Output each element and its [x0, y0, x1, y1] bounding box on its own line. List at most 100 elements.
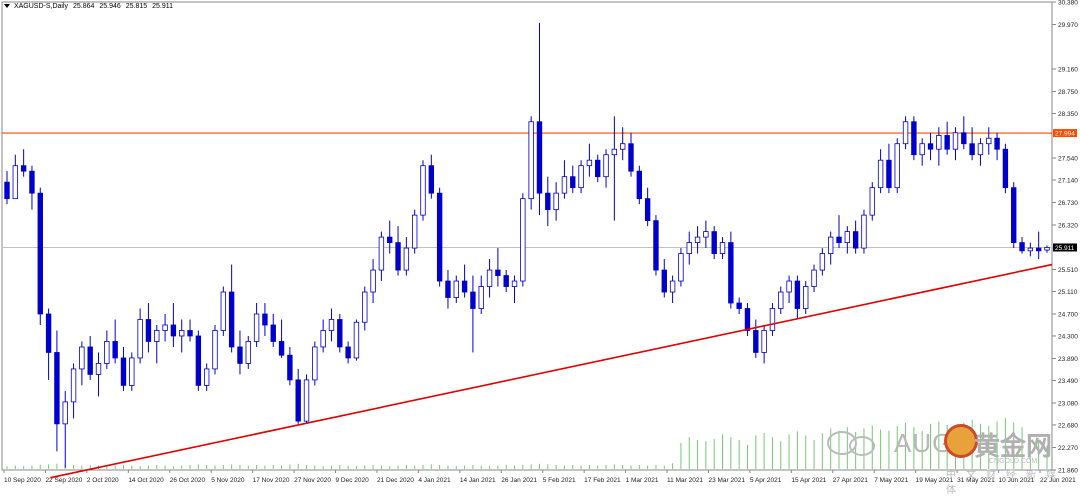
watermark-subtitle: 中文财经新媒体 — [946, 470, 1066, 496]
candle-body — [370, 269, 376, 293]
x-tick-label: 10 Sep 2020 — [4, 477, 41, 484]
candle-body — [803, 286, 809, 309]
candle-body — [678, 253, 684, 282]
candle-body — [794, 280, 801, 309]
y-tick-label: 23.490 — [1058, 378, 1078, 385]
x-tick-label: 17 Nov 2020 — [253, 477, 290, 484]
candle-body — [886, 159, 892, 189]
x-tick-label: 1 Mar 2021 — [626, 477, 659, 484]
candle-body — [1002, 148, 1009, 189]
candle-body — [378, 236, 385, 271]
candle-body — [503, 275, 509, 287]
candle-body — [511, 280, 518, 287]
candle-body — [586, 159, 593, 167]
candle-body — [719, 242, 726, 254]
candle-body — [894, 143, 900, 189]
resistance-price-label: 27.994 — [1055, 131, 1075, 138]
y-tick-label: 23.080 — [1058, 400, 1078, 407]
candle-body — [411, 214, 418, 249]
candle-body — [711, 231, 717, 254]
candle-body — [428, 165, 435, 194]
x-tick-label: 21 Dec 2020 — [377, 477, 414, 484]
candle-body — [495, 269, 501, 276]
candle-body — [187, 330, 193, 337]
candle-body — [969, 143, 975, 156]
candle-body — [877, 159, 884, 189]
y-tick-label: 25.110 — [1058, 289, 1078, 296]
dropdown-triangle-icon[interactable] — [4, 4, 10, 9]
candle-body — [270, 324, 276, 342]
candle-body — [961, 132, 967, 145]
candle-body — [619, 143, 626, 150]
candle-body — [536, 121, 543, 194]
x-tick-label: 19 May 2021 — [916, 477, 954, 484]
candle-body — [728, 242, 734, 304]
candle-body — [986, 137, 992, 145]
resistance-price-tag — [1053, 129, 1077, 138]
candle-body — [461, 280, 468, 293]
candle-body — [1044, 247, 1050, 251]
y-tick-label: 28.350 — [1058, 111, 1078, 118]
candle-body — [545, 192, 551, 211]
candle-body — [353, 321, 360, 359]
candle-body — [1019, 242, 1025, 252]
candle-body — [919, 143, 925, 156]
watermark-site: CNGOLD.COM — [989, 458, 1038, 465]
plot-frame — [1, 1, 1053, 471]
candle-body — [453, 280, 459, 298]
candle-body — [570, 176, 576, 189]
y-tick-label: 29.160 — [1058, 67, 1078, 74]
candle-body — [95, 363, 102, 375]
candle-body — [736, 302, 742, 309]
candle-body — [79, 346, 85, 370]
close-value: 25.911 — [152, 3, 173, 10]
x-tick-label: 10 Jun 2021 — [999, 477, 1035, 484]
candle-body — [578, 165, 584, 189]
candle-body — [303, 379, 310, 422]
candle-body — [977, 143, 984, 156]
candle-body — [952, 132, 959, 150]
candle-body — [1027, 247, 1034, 252]
y-tick-label: 23.890 — [1058, 356, 1078, 363]
candle-body — [628, 143, 634, 172]
x-tick-label: 4 Jan 2021 — [418, 477, 451, 484]
candle-body — [145, 319, 152, 342]
x-tick-label: 15 Apr 2021 — [791, 477, 826, 484]
candle-body — [4, 181, 10, 200]
candle-body — [686, 242, 692, 254]
candle-body — [87, 346, 93, 375]
candle-body — [12, 165, 19, 200]
chart-header: XAGUSD-S,Daily 25.864 25.946 25.815 25.9… — [4, 3, 176, 10]
candle-body — [320, 330, 326, 348]
current-price-label: 25.911 — [1055, 245, 1075, 252]
candle-body — [70, 368, 77, 403]
x-tick-label: 27 Nov 2020 — [294, 477, 331, 484]
candle-body — [345, 346, 351, 359]
y-tick-label: 24.300 — [1058, 333, 1078, 340]
candle-body — [137, 319, 143, 359]
candle-body — [661, 269, 667, 293]
support-trendline — [50, 263, 1053, 479]
candle-body — [861, 214, 867, 249]
candle-body — [262, 313, 268, 326]
y-tick-label: 24.700 — [1058, 312, 1078, 319]
candle-body — [478, 286, 484, 309]
x-tick-label: 14 Oct 2020 — [128, 477, 164, 484]
candle-body — [994, 137, 1000, 150]
candle-body — [420, 165, 426, 216]
candle-body — [54, 352, 60, 425]
candle-body — [486, 269, 493, 287]
candle-body — [761, 330, 767, 353]
watermark: AUG 黄金网 CNGOLD.COM 中文财经新媒体 — [824, 422, 1074, 496]
candle-body — [328, 319, 335, 331]
candle-body — [403, 247, 410, 271]
candle-body — [653, 220, 659, 271]
high-value: 25.946 — [99, 3, 121, 10]
candle-body — [436, 192, 443, 282]
x-tick-label: 11 Mar 2021 — [667, 477, 703, 484]
candle-body — [827, 236, 834, 254]
candle-body — [911, 121, 917, 156]
candle-body — [561, 176, 568, 194]
